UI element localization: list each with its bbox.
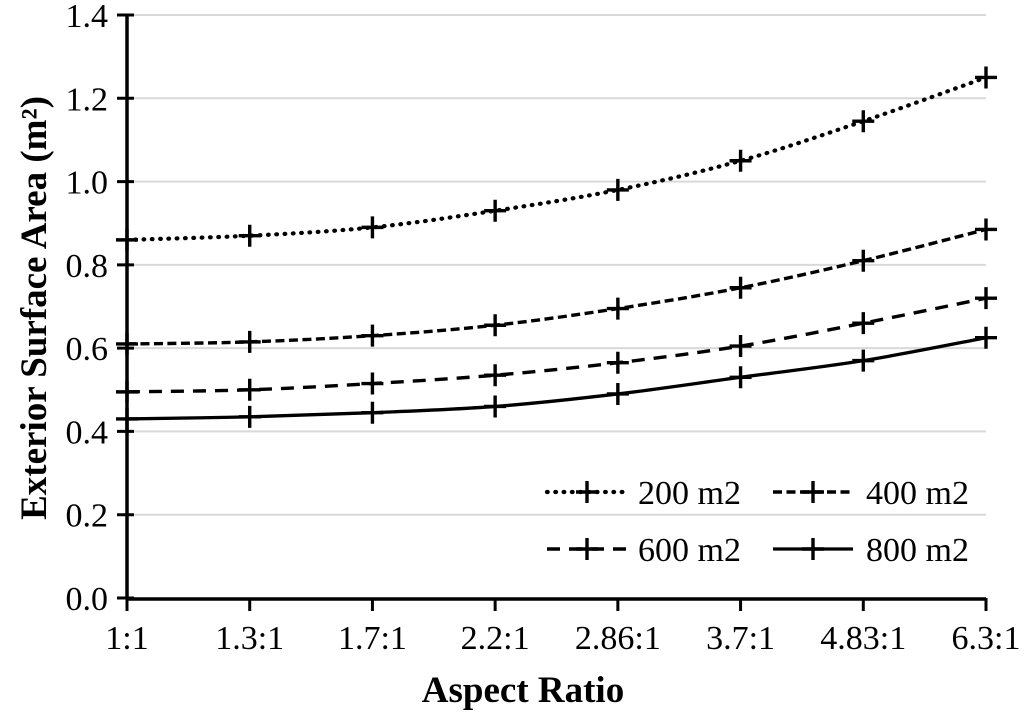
- plus-marker: [729, 276, 752, 299]
- legend-label: 800 m2: [866, 532, 969, 569]
- y-tick-label: 1.4: [66, 0, 109, 35]
- series-600-m2: [126, 296, 987, 394]
- series-800-m2: [126, 336, 987, 421]
- plus-marker: [975, 218, 997, 241]
- plus-marker: [852, 110, 875, 133]
- series-markers-400-m2: [116, 218, 997, 355]
- plus-marker: [606, 297, 629, 320]
- plus-marker: [361, 216, 384, 239]
- legend: 200 m2 400 m2 600 m2 800 m2: [544, 475, 969, 569]
- x-tick-label: 2.86:1: [575, 620, 661, 657]
- legend-label: 400 m2: [866, 475, 969, 512]
- y-tick-label: 0.4: [66, 414, 109, 451]
- plus-marker: [975, 66, 997, 89]
- axes: [117, 13, 988, 611]
- x-tick-label: 1:1: [105, 620, 148, 657]
- series-line-200-m2: [124, 75, 989, 242]
- plus-marker: [238, 224, 261, 247]
- plus-marker: [852, 312, 875, 335]
- series-line-600-m2: [126, 296, 987, 394]
- legend-plus-marker: [576, 538, 598, 560]
- plus-marker: [729, 149, 752, 172]
- plus-marker: [116, 332, 138, 355]
- x-tick-label: 3.7:1: [706, 620, 775, 657]
- x-tick-label: 1.7:1: [338, 620, 407, 657]
- series-markers-200-m2: [116, 66, 997, 251]
- plus-marker: [606, 178, 629, 201]
- legend-label: 200 m2: [638, 475, 741, 512]
- y-tick-label: 0.2: [66, 498, 109, 535]
- plus-marker: [116, 407, 138, 430]
- plus-marker: [484, 395, 507, 418]
- legend-entry-200-m2: 200 m2: [544, 475, 741, 512]
- plus-marker: [116, 228, 138, 251]
- gridlines: [128, 14, 986, 516]
- series-markers-800-m2: [116, 326, 997, 430]
- legend-plus-marker: [802, 481, 824, 503]
- plus-marker: [484, 199, 507, 222]
- plus-marker: [852, 349, 875, 372]
- x-tick-label: 1.3:1: [215, 620, 284, 657]
- plus-marker: [606, 351, 629, 374]
- plus-marker: [729, 366, 752, 389]
- series-line-800-m2: [126, 336, 987, 421]
- legend-plus-marker: [576, 481, 598, 503]
- legend-entry-400-m2: 400 m2: [773, 475, 969, 512]
- x-tick-label: 4.83:1: [820, 620, 906, 657]
- y-tick-label: 0.8: [66, 248, 109, 285]
- plus-marker: [729, 335, 752, 358]
- legend-plus-marker: [802, 538, 824, 560]
- plus-marker: [116, 380, 138, 403]
- plus-marker: [238, 405, 261, 428]
- plus-marker: [852, 249, 875, 272]
- plus-marker: [484, 364, 507, 387]
- plus-marker: [238, 378, 261, 401]
- series-200-m2: [124, 75, 989, 242]
- y-tick-label: 0.0: [66, 581, 109, 618]
- plus-marker: [606, 382, 629, 405]
- x-axis-title: Aspect Ratio: [422, 670, 624, 711]
- plus-marker: [238, 330, 261, 353]
- series-400-m2: [126, 227, 987, 346]
- x-tick-label: 2.2:1: [461, 620, 530, 657]
- plus-marker: [361, 401, 384, 424]
- series-line-400-m2: [126, 227, 987, 346]
- x-tick-label: 6.3:1: [952, 620, 1021, 657]
- legend-entry-600-m2: 600 m2: [547, 532, 741, 569]
- plus-marker: [361, 372, 384, 395]
- series-markers-600-m2: [116, 287, 997, 403]
- y-tick-labels: 0.0 0.2 0.4 0.6 0.8 1.0 1.2 1.4: [66, 0, 109, 618]
- plus-marker: [975, 287, 997, 310]
- y-tick-label: 1.2: [66, 81, 109, 118]
- legend-entry-800-m2: 800 m2: [773, 532, 969, 569]
- y-tick-label: 1.0: [66, 165, 109, 202]
- y-tick-label: 0.6: [66, 331, 109, 368]
- y-axis-title: Exterior Surface Area (m²): [14, 96, 55, 520]
- plus-marker: [361, 324, 384, 347]
- x-tick-labels: 1:1 1.3:1 1.7:1 2.2:1 2.86:1 3.7:1 4.83:1 6.3:1: [105, 620, 1020, 657]
- legend-label: 600 m2: [638, 532, 741, 569]
- plus-marker: [484, 314, 507, 337]
- plus-marker: [975, 326, 997, 349]
